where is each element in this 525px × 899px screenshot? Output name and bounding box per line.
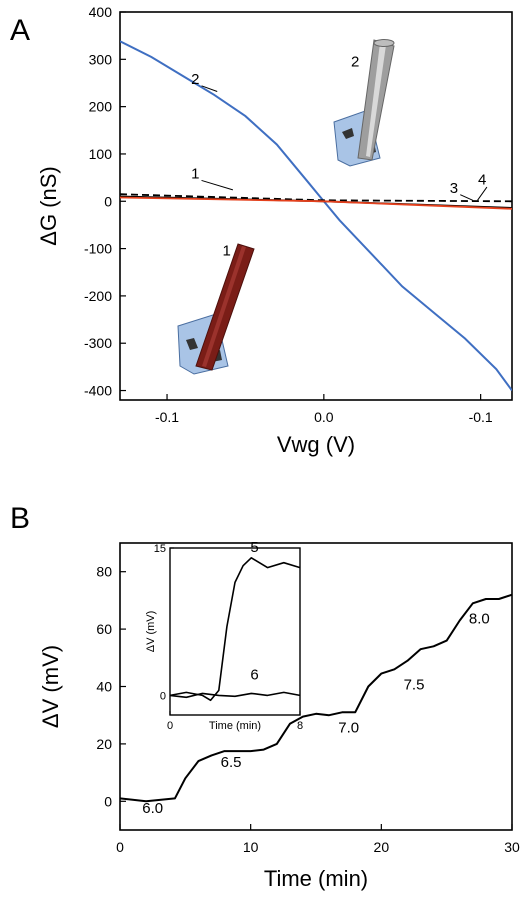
inset-trace-6 bbox=[169, 691, 301, 699]
curve-label: 4 bbox=[478, 172, 486, 189]
tube-opening bbox=[373, 39, 395, 47]
x-tick-label-b: 10 bbox=[243, 839, 259, 855]
x-tick-label-a: -0.1 bbox=[469, 409, 493, 425]
electrode-pad bbox=[186, 338, 198, 350]
y-tick-label-b: 80 bbox=[96, 564, 112, 580]
x-tick-label-a: -0.1 bbox=[155, 409, 179, 425]
curve-label: 2 bbox=[351, 53, 359, 70]
ph-label: 7.0 bbox=[338, 719, 359, 736]
y-tick-label-b: 60 bbox=[96, 621, 112, 637]
curve-label: 3 bbox=[450, 180, 458, 197]
y-tick-label-a: -100 bbox=[84, 241, 112, 257]
inset-trace-5 bbox=[169, 556, 301, 702]
tube-illustration-2 bbox=[333, 39, 395, 167]
panel-a-chart: -400 -300 -200 -100 0 100 200 300 400 -0.1 0.0 -0.1… bbox=[36, 4, 513, 457]
series-line-4 bbox=[120, 196, 512, 210]
electrode-pad bbox=[342, 128, 354, 139]
y-tick-label-a: 100 bbox=[89, 146, 113, 162]
inset-trace-label: 5 bbox=[250, 539, 258, 556]
y-tick-label-b: 40 bbox=[96, 679, 112, 695]
ph-label: 7.5 bbox=[404, 676, 425, 693]
inset-trace-label: 6 bbox=[250, 667, 258, 684]
curve-label: 1 bbox=[191, 166, 199, 183]
y-tick-label-b: 20 bbox=[96, 736, 112, 752]
y-tick-label-a: -300 bbox=[84, 335, 112, 351]
x-tick-label-b: 20 bbox=[374, 839, 390, 855]
inset-chart: 0 15 0 8 Time (min) ΔV (mV) 5 6 bbox=[145, 539, 303, 732]
panel-letter-b: B bbox=[10, 502, 30, 535]
leader-line bbox=[201, 179, 234, 191]
tube-highlight bbox=[366, 43, 386, 157]
voltage-trace bbox=[119, 593, 513, 803]
inset-frame bbox=[169, 547, 301, 716]
x-tick-label-b: 30 bbox=[504, 839, 520, 855]
inset-y-tick-label: 15 bbox=[154, 543, 166, 555]
inset-x-tick-label: 0 bbox=[167, 720, 173, 732]
rod-highlight bbox=[202, 246, 246, 367]
y-axis-title-a: ΔG (nS) bbox=[36, 166, 61, 245]
y-tick-label-a: 300 bbox=[89, 51, 113, 67]
y-tick-label-b: 0 bbox=[104, 793, 112, 809]
x-tick-label-a: 0.0 bbox=[314, 409, 334, 425]
leader-line bbox=[477, 186, 488, 201]
y-tick-label-a: -400 bbox=[84, 383, 112, 399]
series-line-1 bbox=[120, 193, 512, 203]
curve-label: 2 bbox=[191, 71, 199, 88]
plot-frame-a bbox=[119, 11, 513, 401]
ph-label: 6.5 bbox=[221, 754, 242, 771]
y-tick-label-a: 200 bbox=[89, 99, 113, 115]
inset-y-tick-label: 0 bbox=[160, 690, 166, 702]
ph-label: 6.0 bbox=[142, 800, 163, 817]
x-tick-label-b: 0 bbox=[116, 839, 124, 855]
y-tick-label-a: 0 bbox=[104, 193, 112, 209]
leader-line bbox=[460, 194, 474, 201]
curve-label: 1 bbox=[222, 243, 230, 260]
x-axis-title-b: Time (min) bbox=[264, 866, 368, 891]
series-group-a bbox=[120, 40, 512, 392]
inset-y-title: ΔV (mV) bbox=[145, 611, 157, 653]
y-axis-title-b: ΔV (mV) bbox=[38, 645, 63, 728]
rod-illustration-1 bbox=[177, 243, 255, 375]
inset-x-title: Time (min) bbox=[209, 720, 261, 732]
y-tick-label-a: 400 bbox=[89, 4, 113, 20]
panel-letter-a: A bbox=[10, 14, 30, 47]
x-axis-title-a: Vwg (V) bbox=[277, 432, 355, 457]
ph-label: 8.0 bbox=[469, 610, 490, 627]
leader-line bbox=[201, 85, 218, 92]
y-tick-label-a: -200 bbox=[84, 288, 112, 304]
inset-x-tick-label: 8 bbox=[297, 720, 303, 732]
